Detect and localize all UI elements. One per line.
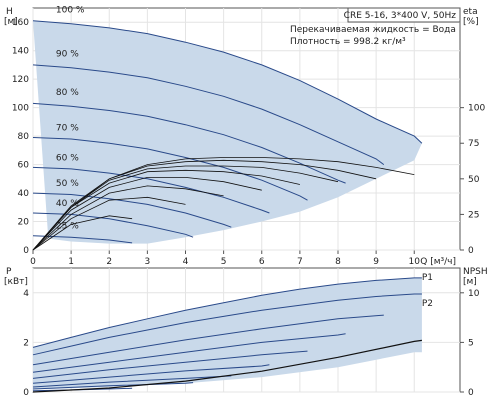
x-tick-label: 3 [145, 257, 151, 267]
efficiency-curve [32, 196, 186, 251]
y2-tick-label: 0 [468, 388, 474, 398]
head-curve-100pct [32, 20, 423, 144]
y-tick-label: 20 [18, 218, 30, 228]
y-tick-label: 2 [23, 338, 29, 348]
x-tick-label: 8 [335, 257, 341, 267]
efficiency-curve [32, 165, 339, 251]
y-tick-label: 0 [23, 388, 29, 398]
speed-label: 60 % [56, 153, 79, 163]
power-curve [32, 314, 384, 366]
y-tick-label: 60 [18, 161, 30, 171]
x-tick-label: 4 [183, 257, 189, 267]
speed-label: 50 % [56, 179, 79, 189]
y2-tick-label: 75 [468, 139, 479, 149]
y-tick-label: 160 [12, 18, 29, 28]
y-tick-label: 0 [23, 246, 29, 256]
head-curve-50pct [32, 192, 232, 228]
efficiency-curve [32, 177, 262, 251]
y-axis-label: P [6, 267, 12, 277]
efficiency-curve [32, 215, 133, 251]
power-curve [32, 277, 422, 348]
head-efficiency-panel: 0 1 2 3 4 5 6 7 8 9 100204060801001201401600255075… [4, 5, 485, 267]
density-info: Плотность = 998.2 кг/м³ [290, 37, 406, 47]
fluid-info: Перекачиваемая жидкость = Вода [290, 25, 456, 35]
x-tick-label: 5 [221, 257, 227, 267]
operating-range-area [33, 20, 422, 244]
efficiency-curve [32, 159, 377, 251]
npsh-curve [32, 339, 422, 393]
y2-tick-label: 50 [468, 175, 480, 185]
y-tick-label: 40 [18, 189, 30, 199]
y-tick-label: 80 [18, 132, 30, 142]
power-npsh-panel: 0 2 4 0 5 10 P1 P2 P[кВт] NPSH[м] [4, 267, 488, 398]
x-tick-label: 7 [297, 257, 303, 267]
y2-axis-unit: [%] [463, 17, 479, 27]
y-tick-label: 100 [12, 104, 29, 114]
power-curve [32, 333, 346, 373]
power-curve [32, 350, 308, 379]
y2-tick-label: 25 [468, 210, 479, 220]
y2-axis-label: eta [463, 7, 478, 17]
speed-label: 90 % [56, 49, 79, 59]
speed-label: 70 % [56, 123, 79, 133]
power-curve [32, 364, 270, 384]
head-curve-60pct [32, 166, 270, 214]
x-tick-label: 2 [106, 257, 112, 267]
y2-tick-label: 5 [468, 338, 474, 348]
y2-axis-label: NPSH [463, 267, 488, 277]
head-curve-25pct [32, 235, 133, 244]
power-label-p2: P2 [422, 299, 433, 309]
x-tick-label: 6 [259, 257, 265, 267]
y-axis-unit: [кВт] [4, 277, 28, 287]
power-label-p1: P1 [422, 273, 433, 283]
y2-tick-label: 0 [468, 246, 474, 256]
x-tick-label: 0 [30, 257, 36, 267]
x-tick-label: 1 [68, 257, 74, 267]
power-curve [32, 293, 422, 356]
speed-label: 40 % [56, 199, 79, 209]
power-curve [32, 375, 232, 388]
y-axis-unit: [м] [4, 17, 18, 27]
y-tick-label: 140 [12, 47, 29, 57]
x-tick-label: 10 [409, 257, 421, 267]
head-curve-70pct [32, 137, 308, 201]
efficiency-curve [32, 169, 300, 251]
x-axis-label: Q [м³/ч] [420, 257, 456, 267]
head-curve-80pct [32, 102, 346, 184]
y-tick-label: 4 [23, 289, 29, 299]
y2-axis-unit: [м] [463, 277, 477, 287]
y-tick-label: 120 [12, 75, 29, 85]
y-axis-label: H [6, 7, 13, 17]
y2-tick-label: 100 [468, 104, 485, 114]
y2-tick-label: 10 [468, 289, 480, 299]
speed-label: 80 % [56, 88, 79, 98]
head-curve-90pct [32, 64, 385, 166]
title-box [347, 7, 461, 23]
x-tick-label: 9 [373, 257, 379, 267]
speed-label: 100 % [56, 5, 85, 15]
chart-title: CRE 5-16, 3*400 V, 50Hz [344, 11, 457, 21]
efficiency-curve [32, 185, 224, 251]
